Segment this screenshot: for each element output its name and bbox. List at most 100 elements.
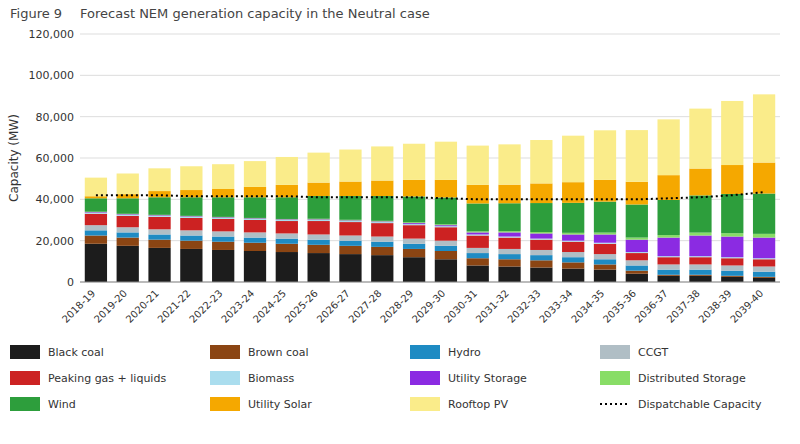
bar-segment <box>689 257 711 264</box>
bar-segment <box>562 233 584 235</box>
bar-segment <box>308 196 330 219</box>
y-tick-label: 100,000 <box>29 69 75 82</box>
bar-segment <box>689 264 711 269</box>
bar-segment <box>689 270 711 275</box>
bar-segment <box>562 269 584 282</box>
bar-segment <box>308 183 330 196</box>
x-tick-label: 2018-19 <box>60 288 97 325</box>
legend-swatch <box>410 397 440 411</box>
bar-segment <box>371 237 393 242</box>
y-axis-label: Capacity (MW) <box>7 114 21 202</box>
bar-segment <box>339 254 361 282</box>
legend-swatch <box>210 397 240 411</box>
bar-segment <box>753 272 775 277</box>
bar-segment <box>308 245 330 253</box>
bar-segment <box>244 219 266 220</box>
bar-segment <box>244 232 266 237</box>
bar-segment <box>339 222 361 235</box>
bar-segment <box>562 136 584 183</box>
x-tick-label: 2024-25 <box>251 288 288 325</box>
bar-segment <box>339 220 361 222</box>
bar-segment <box>339 196 361 220</box>
bar-segment <box>530 268 552 282</box>
x-tick-label: 2026-27 <box>315 288 352 325</box>
bar-segment <box>371 242 393 247</box>
legend-swatch <box>410 371 440 385</box>
bar-segment <box>498 185 520 204</box>
bar-segment <box>339 236 361 241</box>
bar-segment <box>721 194 743 233</box>
bar-segment <box>244 243 266 251</box>
bar-segment <box>308 219 330 221</box>
bar-segment <box>403 224 425 225</box>
bar-segment <box>339 221 361 222</box>
bar-segment <box>626 253 648 260</box>
bar-segment <box>467 248 489 253</box>
bar-segment <box>212 231 234 236</box>
bar-segment <box>148 215 170 217</box>
bar-segment <box>562 262 584 268</box>
bar-segment <box>626 130 648 182</box>
chart: Figure 9Forecast NEM generation capacity… <box>0 0 800 444</box>
bar-segment <box>562 257 584 262</box>
bar-segment <box>721 265 743 270</box>
bar-segment <box>721 277 743 282</box>
bar-segment <box>530 250 552 255</box>
bar-segment <box>435 180 457 198</box>
legend-label: Utility Storage <box>448 372 527 385</box>
x-tick-label: 2020-21 <box>124 288 161 325</box>
bar-segment <box>562 203 584 233</box>
bar-segment <box>276 244 298 252</box>
bar-segment <box>339 246 361 254</box>
bar-segment <box>562 242 584 252</box>
legend-label: Brown coal <box>248 346 309 359</box>
bar-segment <box>244 161 266 187</box>
bar-segment <box>562 241 584 242</box>
bar-segment <box>753 234 775 238</box>
legend-label: Wind <box>48 398 76 411</box>
legend-swatch <box>410 345 440 359</box>
bar-segment <box>467 234 489 235</box>
bar-segment <box>626 182 648 205</box>
bar-segment <box>180 241 202 249</box>
legend-swatch <box>210 371 240 385</box>
x-tick-label: 2021-22 <box>155 288 192 325</box>
legend-label: Biomass <box>248 372 295 385</box>
bar-segment <box>658 276 680 282</box>
bar-segment <box>562 252 584 257</box>
bar-segment <box>498 231 520 232</box>
grid-line <box>80 116 780 117</box>
bar-segment <box>626 252 648 253</box>
bar-segment <box>85 178 107 197</box>
bar-segment <box>594 202 616 233</box>
bar-segment <box>180 230 202 235</box>
bar-segment <box>180 236 202 241</box>
bar-segment <box>244 197 266 218</box>
x-tick-label: 2038-39 <box>696 288 733 325</box>
bar-segment <box>530 140 552 183</box>
bar-segment <box>753 94 775 162</box>
bar-segment <box>180 197 202 216</box>
bar-segment <box>594 259 616 264</box>
bar-segment <box>244 238 266 243</box>
bar-segment <box>85 214 107 225</box>
x-tick-label: 2034-35 <box>569 288 606 325</box>
legend-label: Dispatchable Capacity <box>638 398 762 411</box>
bar-segment <box>689 109 711 169</box>
bar-segment <box>658 256 680 257</box>
bar-segment <box>594 234 616 242</box>
bar-segment <box>658 270 680 275</box>
marks <box>85 94 775 282</box>
legend-swatch <box>600 345 630 359</box>
bar-segment <box>371 222 393 223</box>
bar-segment <box>689 236 711 257</box>
legend-swatch <box>600 403 630 405</box>
grid-line <box>80 282 780 283</box>
bar-segment <box>753 259 775 266</box>
bar-segment <box>721 233 743 236</box>
bar-segment <box>85 212 107 214</box>
bar-segment <box>180 216 202 218</box>
bar-segment <box>403 249 425 257</box>
bar-segment <box>403 225 425 238</box>
bar-segment <box>117 216 139 227</box>
